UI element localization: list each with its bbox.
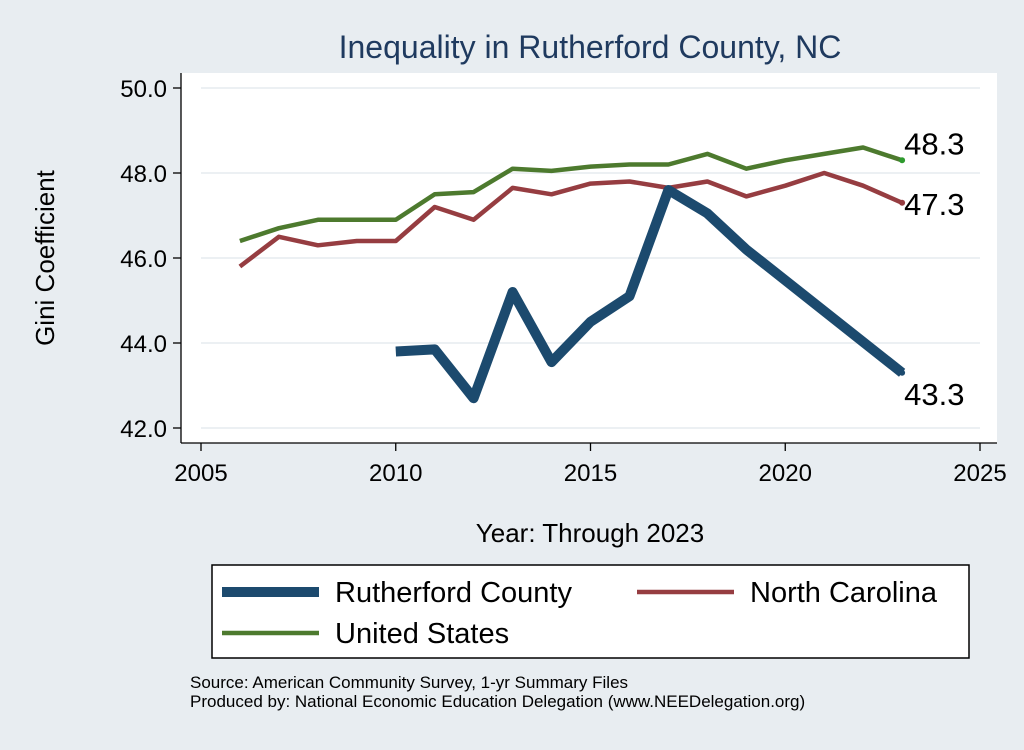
legend: Rutherford County North Carolina United St… (211, 564, 970, 659)
legend-label-united-states: United States (335, 618, 509, 650)
x-axis-title: Year: Through 2023 (476, 518, 704, 548)
end-point-rutherford-county (899, 369, 906, 376)
y-tick-label: 50.0 (120, 76, 167, 103)
source-note: Source: American Community Survey, 1-yr … (190, 673, 628, 692)
legend-label-north-carolina: North Carolina (750, 577, 938, 609)
producer-note: Produced by: National Economic Education… (190, 692, 805, 711)
gridlines (201, 87, 980, 429)
end-label-north-carolina: 47.3 (904, 187, 964, 222)
legend-box (211, 564, 970, 659)
legend-label-rutherford-county: Rutherford County (335, 577, 572, 609)
y-tick-label: 48.0 (120, 161, 167, 188)
x-tick-label: 2025 (953, 460, 1006, 487)
y-tick-label: 44.0 (120, 331, 167, 358)
x-tick-label: 2020 (759, 460, 812, 487)
end-label-united-states: 48.3 (904, 126, 964, 161)
axes: 42.0 44.0 46.0 48.0 50.0 2005 2010 2015 2020 2025 (120, 73, 1007, 487)
y-tick-label: 42.0 (120, 416, 167, 443)
chart-title: Inequality in Rutherford County, NC (339, 29, 842, 65)
series-line-rutherford-county (395, 185, 906, 404)
x-tick-label: 2005 (174, 460, 227, 487)
end-label-rutherford-county: 43.3 (904, 377, 964, 412)
end-point-united-states (899, 157, 906, 164)
series-line-united-states (239, 145, 903, 244)
end-labels: 43.3 47.3 48.3 (904, 126, 964, 412)
x-tick-label: 2015 (564, 460, 617, 487)
data-series (238, 145, 906, 404)
x-tick-label: 2010 (369, 460, 422, 487)
series-line-north-carolina (238, 170, 904, 269)
y-axis-title: Gini Coefficient (30, 169, 60, 346)
end-point-north-carolina (899, 199, 906, 206)
y-tick-label: 46.0 (120, 246, 167, 273)
